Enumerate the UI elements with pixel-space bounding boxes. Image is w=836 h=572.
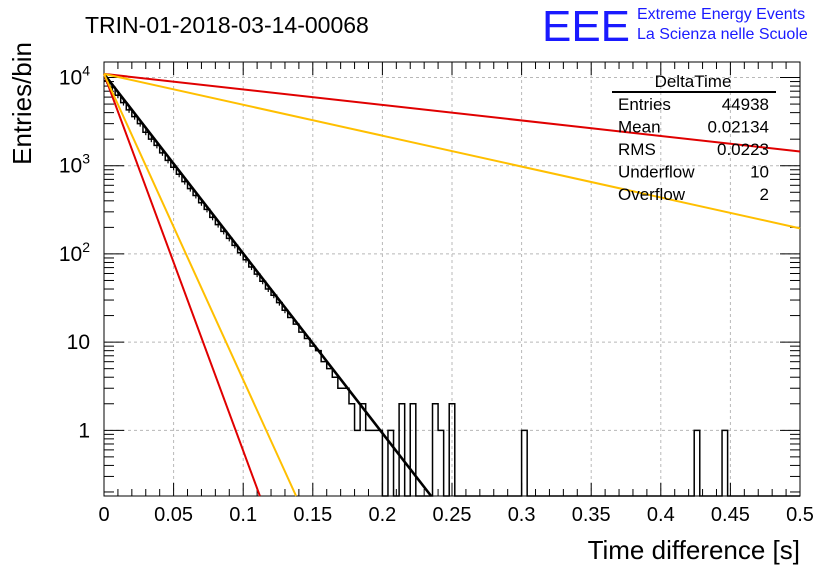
stats-row-label: Underflow bbox=[618, 163, 695, 182]
y-tick-label: 102 bbox=[59, 239, 90, 266]
fit-line bbox=[102, 73, 433, 497]
x-tick-label: 0.5 bbox=[786, 504, 814, 526]
y-tick-label: 1 bbox=[78, 419, 90, 442]
histogram-outline bbox=[104, 79, 800, 497]
eee-logo: EEE Extreme Energy Events La Scienza nel… bbox=[542, 2, 808, 51]
fit-line bbox=[103, 73, 261, 497]
y-tick-exponent: 2 bbox=[82, 239, 90, 255]
x-axis-label: Time difference [s] bbox=[588, 535, 800, 565]
y-tick-label: 103 bbox=[59, 151, 90, 178]
y-tick-base: 10 bbox=[59, 155, 82, 178]
x-tick-label: 0.3 bbox=[508, 504, 536, 526]
x-tick-label: 0.4 bbox=[647, 504, 675, 526]
x-tick-label: 0 bbox=[98, 504, 109, 526]
chart-title: TRIN-01-2018-03-14-00068 bbox=[85, 12, 369, 38]
y-tick-base: 10 bbox=[59, 243, 82, 266]
x-tick-label: 0.05 bbox=[154, 504, 193, 526]
stats-title: DeltaTime bbox=[655, 72, 732, 91]
stats-row-value: 0.02134 bbox=[708, 118, 769, 137]
x-tick-label: 0.25 bbox=[433, 504, 472, 526]
stats-row-label: Mean bbox=[618, 118, 661, 137]
stats-row-label: Entries bbox=[618, 95, 671, 114]
stats-row-value: 2 bbox=[760, 185, 769, 204]
x-tick-labels: 0 0.05 0.1 0.15 0.2 0.25 0.3 0.35 0.4 0.45 0.5 bbox=[98, 504, 813, 526]
x-tick-label: 0.15 bbox=[293, 504, 332, 526]
stats-row-value: 44938 bbox=[722, 95, 769, 114]
eee-logo-line1: Extreme Energy Events bbox=[637, 6, 805, 23]
y-tick-exponent: 4 bbox=[82, 63, 90, 79]
y-tick-base: 10 bbox=[59, 67, 82, 90]
stats-row-label: RMS bbox=[618, 140, 656, 159]
fit-line bbox=[103, 72, 801, 230]
y-tick-label: 104 bbox=[59, 63, 90, 90]
eee-logo-letters: EEE bbox=[542, 2, 630, 51]
eee-logo-line2: La Scienza nelle Scuole bbox=[637, 26, 808, 43]
y-tick-exponent: 3 bbox=[82, 151, 90, 167]
stats-row-label: Overflow bbox=[618, 185, 686, 204]
y-tick-label: 10 bbox=[67, 331, 90, 354]
x-tick-label: 0.45 bbox=[711, 504, 750, 526]
x-tick-label: 0.2 bbox=[368, 504, 396, 526]
fit-line bbox=[103, 72, 801, 153]
fit-line bbox=[103, 73, 298, 497]
stats-row-value: 0.0223 bbox=[717, 140, 769, 159]
stats-box: DeltaTime Entries 44938 Mean 0.02134 RMS 0.02… bbox=[612, 72, 776, 204]
fit-lines bbox=[102, 72, 801, 497]
x-tick-label: 0.1 bbox=[229, 504, 257, 526]
stats-row-value: 10 bbox=[750, 163, 769, 182]
x-tick-label: 0.35 bbox=[572, 504, 611, 526]
y-axis-label: Entries/bin bbox=[7, 42, 37, 165]
grid bbox=[104, 62, 800, 496]
